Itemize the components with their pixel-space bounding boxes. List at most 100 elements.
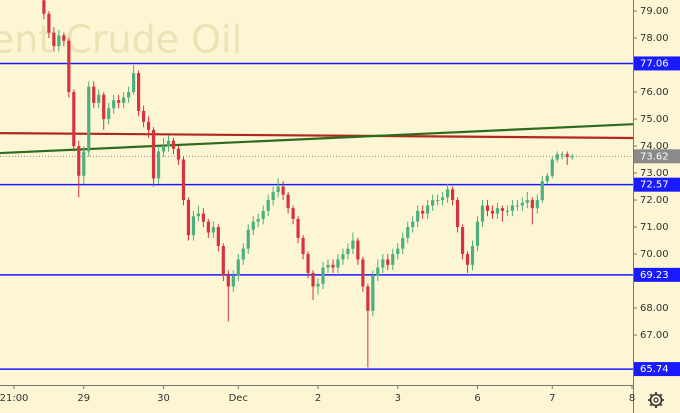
- candle-body: [475, 221, 480, 246]
- candle-body: [166, 140, 171, 147]
- candle-body: [216, 227, 220, 246]
- candle-body: [301, 237, 305, 255]
- candle-body: [151, 129, 156, 179]
- candle-body: [401, 237, 405, 249]
- level-label-box: [634, 177, 680, 192]
- candle-body: [326, 264, 330, 268]
- level-label: 72.57: [640, 180, 669, 191]
- y-tick-label: 71.00: [640, 222, 669, 233]
- candle-body: [231, 275, 235, 287]
- last-price-label: 73.62: [640, 151, 669, 162]
- x-tick-label: 2: [315, 393, 321, 404]
- level-label: 77.06: [640, 58, 669, 69]
- candle-body: [196, 213, 201, 217]
- gear-hub: [653, 397, 659, 403]
- candle-body: [236, 259, 240, 276]
- candle-body: [460, 227, 465, 255]
- candle-body: [530, 200, 534, 209]
- candle-body: [455, 200, 460, 228]
- candle-body: [525, 200, 529, 203]
- candle-body: [296, 218, 300, 238]
- trend-line: [0, 123, 633, 155]
- candle-body: [52, 32, 56, 47]
- candle-body: [112, 100, 116, 109]
- x-tick-label: 6: [474, 393, 480, 404]
- candle-body: [406, 227, 410, 238]
- x-tick-label: 29: [77, 393, 90, 404]
- candle-body: [117, 100, 121, 103]
- y-tick-label: 75.00: [640, 114, 669, 125]
- level-label-box: [634, 362, 680, 377]
- candle-body: [291, 208, 295, 219]
- y-tick-label: 78.00: [640, 33, 669, 44]
- candle-body: [67, 40, 71, 93]
- candle-body: [57, 35, 61, 47]
- candle-body: [356, 240, 360, 260]
- candle-body: [445, 189, 450, 198]
- settings-icon[interactable]: [648, 392, 664, 408]
- candle-body: [321, 267, 325, 284]
- candle-body: [161, 146, 166, 152]
- x-tick-label: 8: [629, 393, 635, 404]
- candle-body: [77, 146, 81, 176]
- plot-area: [0, 0, 633, 370]
- candle-body: [341, 254, 345, 260]
- gear-teeth: [648, 392, 664, 408]
- candle-body: [176, 148, 181, 160]
- candle-body: [102, 94, 106, 120]
- candle-body: [181, 159, 186, 201]
- candle-body: [211, 227, 215, 233]
- candle-body: [431, 200, 435, 206]
- candle-body: [520, 202, 524, 206]
- candle-body: [186, 200, 191, 236]
- x-tick-label: 21:00: [0, 393, 28, 404]
- y-tick-label: 67.00: [640, 330, 669, 341]
- candle-body: [97, 94, 101, 103]
- candle-body: [256, 218, 260, 222]
- candle-body: [286, 194, 290, 209]
- candle-body: [276, 186, 280, 192]
- y-tick-label: 73.00: [640, 168, 669, 179]
- candle-body: [336, 259, 340, 268]
- candle-body: [261, 210, 265, 219]
- candle-body: [426, 205, 430, 214]
- candle-body: [376, 267, 380, 276]
- candle-body: [42, 0, 46, 14]
- y-tick-label: 76.00: [640, 87, 669, 98]
- candle-body: [495, 208, 500, 214]
- candle-body: [396, 248, 400, 255]
- candle-body: [146, 121, 151, 130]
- candle-body: [540, 181, 544, 201]
- candle-body: [266, 200, 270, 211]
- candle-body: [87, 86, 91, 152]
- candle-body: [132, 73, 136, 93]
- candle-body: [570, 156, 574, 158]
- watermark: Brent Crude Oil: [0, 18, 242, 62]
- y-tick-label: 68.00: [640, 303, 669, 314]
- level-label-box: [634, 56, 680, 71]
- candle-body: [565, 154, 569, 157]
- candle-body: [107, 108, 111, 120]
- candle-body: [465, 254, 470, 265]
- candle-body: [82, 151, 86, 176]
- last-price-box: [634, 149, 680, 164]
- candle-body: [316, 283, 320, 287]
- candle-body: [500, 208, 505, 211]
- candle-body: [311, 272, 315, 287]
- y-tick-label: 74.00: [640, 141, 669, 152]
- candle-body: [62, 35, 66, 41]
- candle-body: [331, 264, 335, 268]
- x-tick-label: 30: [157, 393, 170, 404]
- candle-body: [271, 191, 275, 201]
- level-label-box: [634, 267, 680, 282]
- candle-body: [221, 245, 225, 276]
- candle-body: [436, 200, 440, 202]
- candle-body: [191, 216, 196, 236]
- candle-body: [386, 259, 390, 265]
- candle-body: [206, 221, 210, 233]
- candle-body: [127, 92, 131, 98]
- candle-body: [450, 189, 455, 201]
- candle-body: [510, 205, 514, 211]
